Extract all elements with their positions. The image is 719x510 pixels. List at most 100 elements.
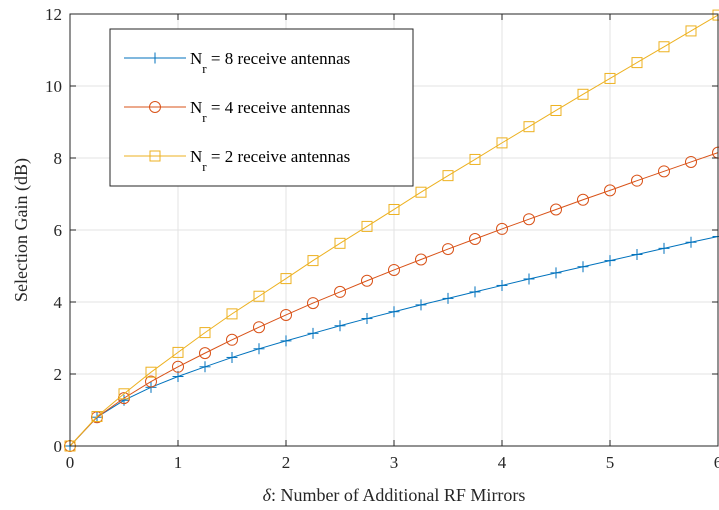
x-axis-label-text: : Number of Additional RF Mirrors bbox=[271, 485, 526, 505]
y-tick-label: 2 bbox=[54, 365, 63, 384]
data-point bbox=[469, 286, 481, 298]
x-tick-label: 3 bbox=[390, 453, 399, 472]
x-tick-label: 6 bbox=[714, 453, 719, 472]
x-tick-label: 0 bbox=[66, 453, 75, 472]
data-point bbox=[631, 57, 643, 69]
y-tick-label: 0 bbox=[54, 437, 63, 456]
data-point bbox=[442, 292, 454, 304]
data-point bbox=[145, 375, 157, 388]
data-point bbox=[523, 213, 535, 226]
legend-label-main: N bbox=[190, 147, 202, 166]
data-point bbox=[226, 333, 238, 346]
legend-entry: Nr = 4 receive antennas bbox=[124, 98, 350, 125]
data-point bbox=[253, 321, 265, 334]
legend-label-sub: r bbox=[202, 159, 207, 174]
data-point bbox=[388, 203, 400, 215]
data-point bbox=[442, 243, 454, 256]
y-tick-label: 10 bbox=[45, 77, 62, 96]
data-point bbox=[604, 72, 616, 84]
data-point bbox=[199, 347, 211, 360]
legend-marker bbox=[149, 52, 161, 64]
data-point bbox=[469, 233, 481, 245]
data-point bbox=[334, 285, 346, 298]
y-tick-label: 8 bbox=[54, 149, 63, 168]
data-point bbox=[550, 267, 562, 279]
data-point bbox=[577, 193, 589, 206]
data-point bbox=[496, 222, 508, 235]
data-point bbox=[685, 25, 697, 37]
y-tick-label: 12 bbox=[45, 5, 62, 24]
legend: Nr = 8 receive antennas Nr = 4 receive an… bbox=[109, 28, 414, 187]
legend-label: Nr = 8 receive antennas bbox=[190, 49, 350, 76]
data-point bbox=[307, 255, 319, 267]
data-point bbox=[631, 248, 643, 260]
x-tick-label: 5 bbox=[606, 453, 615, 472]
data-point bbox=[496, 279, 508, 291]
data-point bbox=[199, 361, 211, 373]
data-point bbox=[469, 153, 481, 165]
data-point bbox=[523, 273, 535, 285]
data-point bbox=[442, 170, 454, 182]
data-point bbox=[577, 261, 589, 273]
data-point bbox=[523, 121, 535, 133]
y-axis-label: Selection Gain (dB) bbox=[11, 158, 32, 302]
data-point bbox=[415, 299, 427, 311]
data-point bbox=[280, 308, 292, 321]
data-point bbox=[334, 237, 346, 249]
data-point bbox=[496, 137, 508, 149]
legend-label-rest: = 4 receive antennas bbox=[207, 98, 351, 117]
x-axis-label-symbol: δ bbox=[263, 485, 272, 505]
legend-label: Nr = 4 receive antennas bbox=[190, 98, 350, 125]
legend-items: Nr = 8 receive antennas Nr = 4 receive an… bbox=[124, 49, 350, 174]
data-point bbox=[361, 274, 373, 287]
data-point bbox=[199, 327, 211, 339]
legend-marker bbox=[149, 101, 161, 113]
data-point bbox=[334, 320, 346, 332]
data-point bbox=[577, 88, 589, 100]
y-tick-label: 6 bbox=[54, 221, 63, 240]
data-point bbox=[361, 220, 373, 232]
data-point bbox=[226, 351, 238, 363]
data-point bbox=[172, 346, 184, 358]
data-point bbox=[280, 273, 292, 285]
data-point bbox=[388, 306, 400, 318]
data-point bbox=[550, 104, 562, 116]
y-tick-label: 4 bbox=[54, 293, 63, 312]
data-point bbox=[172, 360, 184, 373]
series-1 bbox=[64, 230, 719, 452]
data-point bbox=[631, 174, 643, 187]
data-point bbox=[361, 313, 373, 325]
data-point bbox=[172, 371, 184, 383]
data-point bbox=[388, 263, 400, 276]
series-layer bbox=[64, 9, 719, 452]
data-point bbox=[307, 297, 319, 310]
legend-label-sub: r bbox=[202, 110, 207, 125]
data-point bbox=[685, 155, 697, 168]
data-point bbox=[604, 255, 616, 267]
series-line bbox=[69, 14, 719, 447]
x-tick-label: 1 bbox=[174, 453, 183, 472]
legend-label-rest: = 8 receive antennas bbox=[207, 49, 351, 68]
legend-label-main: N bbox=[190, 98, 202, 117]
series-line bbox=[69, 152, 719, 447]
data-point bbox=[253, 290, 265, 302]
series-2 bbox=[64, 146, 719, 452]
data-point bbox=[307, 327, 319, 339]
data-point bbox=[658, 165, 670, 178]
legend-entry: Nr = 2 receive antennas bbox=[124, 147, 350, 174]
x-tick-label: 4 bbox=[498, 453, 507, 472]
data-point bbox=[91, 410, 103, 422]
x-axis-label: δ: Number of Additional RF Mirrors bbox=[263, 485, 526, 505]
x-tick-label: 2 bbox=[282, 453, 291, 472]
data-point bbox=[415, 253, 427, 266]
data-point bbox=[118, 388, 130, 400]
legend-label: Nr = 2 receive antennas bbox=[190, 147, 350, 174]
legend-entry: Nr = 8 receive antennas bbox=[124, 49, 350, 76]
data-point bbox=[145, 366, 157, 378]
legend-label-rest: = 2 receive antennas bbox=[207, 147, 351, 166]
data-point bbox=[253, 343, 265, 355]
data-point bbox=[550, 203, 562, 216]
ticks bbox=[69, 13, 719, 447]
